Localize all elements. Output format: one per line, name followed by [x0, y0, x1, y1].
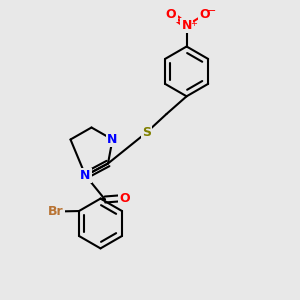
- Text: O: O: [199, 8, 210, 21]
- Text: N: N: [80, 169, 91, 182]
- Text: S: S: [142, 126, 151, 139]
- Text: −: −: [206, 6, 216, 16]
- Text: Br: Br: [48, 205, 63, 218]
- Text: O: O: [119, 191, 130, 205]
- Text: N: N: [107, 133, 118, 146]
- Text: +: +: [190, 19, 196, 28]
- Text: O: O: [166, 8, 176, 21]
- Text: N: N: [182, 19, 192, 32]
